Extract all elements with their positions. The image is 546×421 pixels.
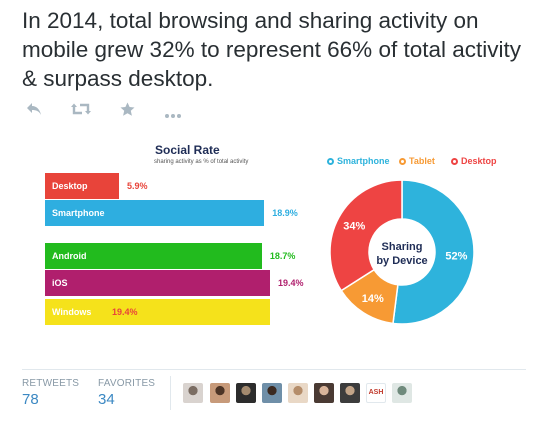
- footer-divider: [22, 369, 526, 370]
- legend-dot-icon: [327, 158, 334, 165]
- bar-value-label: 19.4%: [278, 278, 304, 288]
- donut-legend-desktop: Desktop: [451, 156, 497, 166]
- bar-windows: Windows: [45, 299, 270, 325]
- retweeter-avatar[interactable]: [236, 383, 256, 403]
- bar-value-label: 19.4%: [112, 307, 138, 317]
- stats-separator: [170, 376, 171, 410]
- donut-slice-label: 34%: [343, 221, 365, 233]
- bar-value-label: 18.7%: [269, 251, 296, 261]
- donut-slice-desktop: [329, 179, 403, 292]
- donut-slice-smartphone: [392, 179, 475, 325]
- retweeter-avatar[interactable]: [210, 383, 230, 403]
- favorite-icon[interactable]: [120, 102, 135, 122]
- retweeter-avatar[interactable]: [392, 383, 412, 403]
- bar-value-label: 5.9%: [127, 181, 148, 191]
- tweet-text: In 2014, total browsing and sharing acti…: [22, 8, 521, 91]
- donut-slice-tablet: [340, 268, 399, 325]
- legend-label: Tablet: [409, 156, 435, 166]
- more-icon[interactable]: [164, 106, 182, 124]
- donut-center-label: by Device: [376, 255, 427, 267]
- retweeter-avatar[interactable]: ASH: [366, 383, 386, 403]
- retweet-icon[interactable]: [70, 102, 92, 121]
- retweeter-avatar[interactable]: [183, 383, 203, 403]
- retweeter-avatar[interactable]: [314, 383, 334, 403]
- bar-chart-title: Social Rate: [155, 143, 220, 157]
- legend-label: Smartphone: [337, 156, 390, 166]
- donut-legend-smartphone: Smartphone: [327, 156, 390, 166]
- bar-android: Android: [45, 243, 262, 269]
- donut-legend-tablet: Tablet: [399, 156, 435, 166]
- favorites-label: FAVORITES: [98, 378, 156, 389]
- retweeter-avatar[interactable]: [262, 383, 282, 403]
- legend-dot-icon: [399, 158, 406, 165]
- donut-slice-label: 14%: [362, 293, 384, 305]
- bar-ios: iOS: [45, 270, 270, 296]
- reply-icon[interactable]: [26, 102, 42, 121]
- retweets-label: RETWEETS: [22, 378, 80, 389]
- legend-dot-icon: [451, 158, 458, 165]
- legend-label: Desktop: [461, 156, 497, 166]
- donut-slice-label: 52%: [445, 250, 467, 262]
- bar-chart-subtitle: sharing activity as % of total activity: [154, 159, 249, 165]
- bar-desktop: Desktop: [45, 173, 119, 199]
- donut-center-label: Sharing: [382, 241, 423, 253]
- retweeter-avatar[interactable]: [340, 383, 360, 403]
- bar-smartphone: Smartphone: [45, 200, 265, 226]
- retweets-count[interactable]: 78: [22, 391, 39, 408]
- bar-value-label: 18.9%: [272, 208, 298, 218]
- favorites-count[interactable]: 34: [98, 391, 115, 408]
- retweeter-avatar[interactable]: [288, 383, 308, 403]
